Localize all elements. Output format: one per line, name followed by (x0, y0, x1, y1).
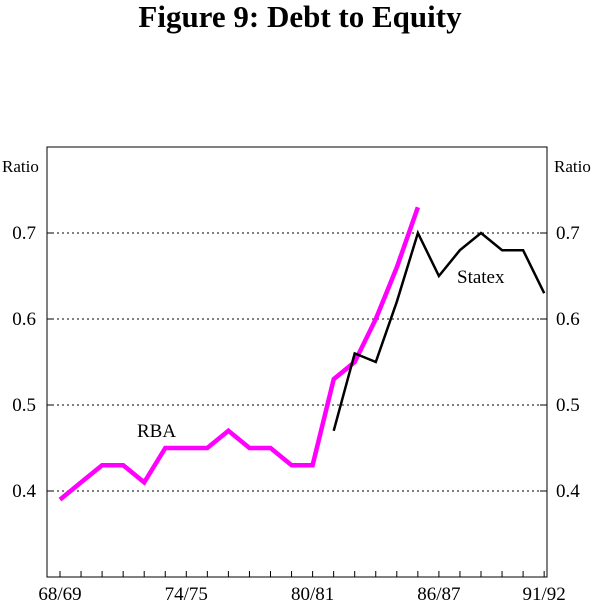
y-tick-label-left: 0.5 (12, 395, 36, 416)
x-tick-label: 86/87 (417, 584, 460, 605)
axis-ticks (47, 232, 547, 577)
y-tick-label-left: 0.6 (12, 309, 36, 330)
y-axis-label-left: Ratio (2, 157, 39, 176)
y-tick-label-right: 0.6 (556, 309, 580, 330)
series-lines (58, 206, 546, 502)
y-tick-labels: 0.4 0.4 0.5 0.5 0.6 0.6 0.7 0.7 (12, 223, 580, 502)
y-axis-label-right: Ratio (554, 157, 591, 176)
y-tick-label-right: 0.5 (556, 395, 580, 416)
y-tick-label-left: 0.4 (12, 481, 36, 502)
series-label-rba: RBA (137, 421, 176, 442)
chart-title: Figure 9: Debt to Equity (138, 0, 462, 34)
series-line-statex (332, 229, 546, 432)
series-line-rba (58, 206, 421, 502)
x-tick-label: 68/69 (38, 584, 81, 605)
x-tick-label: 74/75 (165, 584, 208, 605)
gridlines (47, 232, 547, 492)
x-tick-label: 80/81 (291, 584, 334, 605)
plot-frame (46, 146, 548, 578)
series-label-statex: Statex (457, 267, 505, 288)
x-tick-labels: 68/69 74/75 80/81 86/87 91/92 (38, 584, 565, 605)
x-tick-label: 91/92 (523, 584, 566, 605)
y-tick-label-right: 0.7 (556, 223, 580, 244)
y-tick-label-right: 0.4 (556, 481, 580, 502)
y-tick-label-left: 0.7 (12, 223, 36, 244)
